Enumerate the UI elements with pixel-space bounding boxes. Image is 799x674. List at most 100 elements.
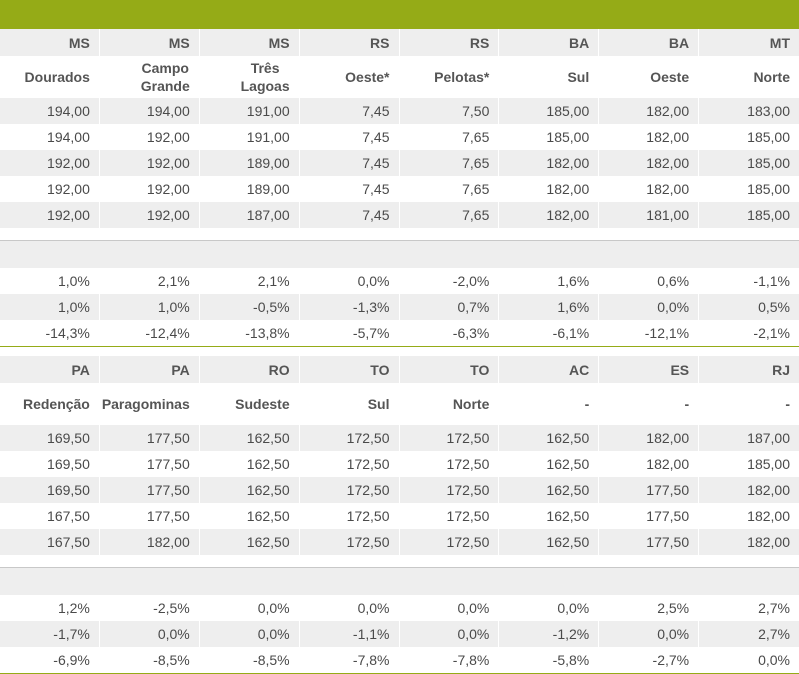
change-cell: -12,1% — [599, 320, 700, 346]
price-cell: 7,45 — [300, 98, 400, 124]
city-label: Pelotas* — [434, 69, 490, 85]
price-cell: 7,65 — [400, 176, 500, 202]
price-cell: 7,45 — [300, 176, 400, 202]
change-row: 1,0% 2,1% 2,1% 0,0% -2,0% 1,6% 0,6% -1,1% — [0, 268, 799, 294]
price-cell: 172,50 — [400, 529, 500, 555]
price-cell: 185,00 — [747, 129, 790, 145]
price-cell: 192,00 — [0, 150, 100, 176]
price-cell: 182,00 — [747, 508, 790, 524]
price-cell: 172,50 — [300, 451, 400, 477]
change-cell: 0,7% — [400, 294, 500, 320]
change-cell: -7,8% — [300, 647, 400, 673]
price-cell: 162,50 — [499, 425, 600, 451]
price-cell: 7,50 — [400, 98, 500, 124]
price-cell: 177,50 — [599, 529, 700, 555]
price-row: 192,00 192,00 187,00 7,45 7,65 182,00 181,00 18… — [0, 202, 799, 228]
change-cell: -0,5% — [200, 294, 300, 320]
price-cell: 167,50 — [0, 503, 100, 529]
change-cell: 0,0% — [599, 621, 700, 647]
change-cell: 1,0% — [0, 268, 100, 294]
city-cell: Campo Grande — [100, 56, 200, 98]
change-cell: 1,2% — [0, 595, 100, 621]
change-cell: 1,6% — [499, 268, 600, 294]
price-cell: 172,50 — [300, 425, 400, 451]
price-cell: 7,65 — [400, 124, 500, 150]
change-cell: 2,7% — [758, 600, 790, 616]
price-cell: 185,00 — [747, 456, 790, 472]
price-cell: 182,00 — [747, 482, 790, 498]
price-cell: 194,00 — [0, 124, 100, 150]
price-cell: 192,00 — [0, 202, 100, 228]
change-cell: -6,1% — [499, 320, 600, 346]
city-cell: Três Lagoas — [200, 56, 300, 98]
price-cell: 182,00 — [499, 150, 600, 176]
change-cell: -2,0% — [400, 268, 500, 294]
state-cell: RS — [300, 29, 400, 56]
price-cell: 182,00 — [599, 425, 700, 451]
city-header-row: Redenção Paragominas Sudeste Sul Norte - - - — [0, 383, 799, 425]
price-cell: 191,00 — [200, 98, 300, 124]
price-row: 192,00 192,00 189,00 7,45 7,65 182,00 182,00 18… — [0, 176, 799, 202]
section-end-line — [0, 346, 799, 347]
change-cell: -2,5% — [100, 595, 200, 621]
change-cell: -6,3% — [400, 320, 500, 346]
price-cell: 192,00 — [100, 124, 200, 150]
change-cell: -1,3% — [300, 294, 400, 320]
change-cell: 1,0% — [0, 294, 100, 320]
city-label: Três — [250, 60, 280, 76]
price-cell: 162,50 — [499, 503, 600, 529]
price-cell: 185,00 — [747, 207, 790, 223]
state-cell: AC — [499, 356, 600, 383]
change-cell: -13,8% — [200, 320, 300, 346]
state-cell: PA — [0, 356, 100, 383]
change-cell: -2,7% — [599, 647, 700, 673]
price-cell: 182,00 — [747, 534, 790, 550]
price-cell: 169,50 — [0, 477, 100, 503]
price-cell: 181,00 — [599, 202, 700, 228]
change-cell: 0,0% — [100, 621, 200, 647]
city-label: - — [584, 396, 590, 412]
price-cell: 182,00 — [499, 176, 600, 202]
spacer-row — [0, 241, 799, 268]
price-cell: 177,50 — [599, 477, 700, 503]
price-cell: 187,00 — [200, 202, 300, 228]
divider-line — [0, 240, 799, 241]
change-cell: 2,1% — [200, 268, 300, 294]
city-label: Oeste — [650, 69, 690, 85]
change-cell: -1,7% — [0, 621, 100, 647]
city-cell: - — [699, 383, 799, 425]
price-cell: 7,65 — [400, 202, 500, 228]
price-cell: 167,50 — [0, 529, 100, 555]
change-cell: 0,0% — [499, 595, 600, 621]
change-cell: 0,0% — [200, 621, 300, 647]
city-cell: Norte — [699, 56, 799, 98]
price-cell: 182,00 — [599, 150, 700, 176]
price-cell: 162,50 — [499, 451, 600, 477]
state-cell: RJ — [772, 361, 790, 378]
price-cell: 162,50 — [200, 425, 300, 451]
state-cell: MT — [769, 34, 790, 51]
change-row: 1,0% 1,0% -0,5% -1,3% 0,7% 1,6% 0,0% 0,5% — [0, 294, 799, 320]
state-header-row: MS MS MS RS RS BA BA MT — [0, 29, 799, 56]
price-cell: 192,00 — [100, 202, 200, 228]
change-cell: -5,8% — [499, 647, 600, 673]
price-cell: 182,00 — [499, 202, 600, 228]
city-label: Norte — [452, 396, 490, 412]
price-cell: 189,00 — [200, 150, 300, 176]
price-cell: 172,50 — [400, 425, 500, 451]
city-label: Sudeste — [235, 396, 290, 412]
price-cell: 162,50 — [200, 477, 300, 503]
change-row: -14,3% -12,4% -13,8% -5,7% -6,3% -6,1% -12,1% -… — [0, 320, 799, 346]
city-label: Norte — [753, 69, 790, 85]
change-cell: -1,2% — [499, 621, 600, 647]
price-cell: 162,50 — [499, 477, 600, 503]
city-cell: Sul — [300, 383, 400, 425]
spacer-row — [0, 568, 799, 595]
price-cell: 183,00 — [747, 103, 790, 119]
price-row: 194,00 192,00 191,00 7,45 7,65 185,00 182,00 18… — [0, 124, 799, 150]
price-cell: 7,45 — [300, 202, 400, 228]
change-cell: -6,9% — [0, 647, 100, 673]
price-cell: 194,00 — [0, 98, 100, 124]
state-cell: RS — [400, 29, 500, 56]
city-cell: - — [599, 383, 700, 425]
